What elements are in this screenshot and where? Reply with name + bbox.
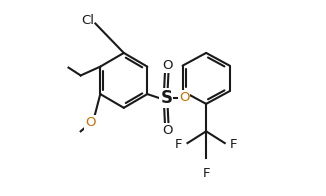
Text: O: O	[162, 59, 173, 72]
Text: O: O	[162, 124, 173, 137]
Text: F: F	[230, 138, 237, 151]
Text: Cl: Cl	[81, 14, 94, 27]
Text: O: O	[85, 116, 95, 129]
Text: F: F	[202, 167, 210, 180]
Text: O: O	[85, 116, 95, 129]
Text: S: S	[160, 89, 172, 107]
Text: O: O	[179, 91, 189, 103]
Text: F: F	[175, 138, 183, 151]
Text: O: O	[77, 136, 78, 137]
